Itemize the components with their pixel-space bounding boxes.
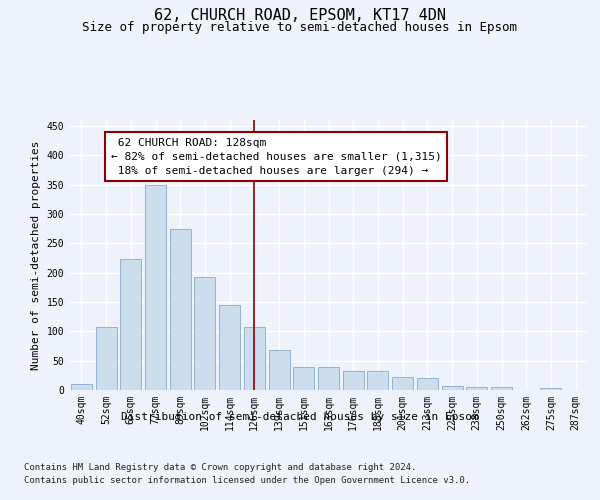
- Text: 62 CHURCH ROAD: 128sqm
← 82% of semi-detached houses are smaller (1,315)
 18% of: 62 CHURCH ROAD: 128sqm ← 82% of semi-det…: [111, 138, 442, 175]
- Bar: [244, 326, 265, 390]
- Bar: [541, 388, 562, 390]
- Bar: [491, 387, 512, 390]
- Bar: [466, 387, 487, 390]
- Bar: [343, 370, 364, 390]
- Text: 62, CHURCH ROAD, EPSOM, KT17 4DN: 62, CHURCH ROAD, EPSOM, KT17 4DN: [154, 8, 446, 22]
- Bar: [417, 378, 438, 390]
- Bar: [170, 229, 191, 390]
- Bar: [194, 278, 215, 390]
- Text: Size of property relative to semi-detached houses in Epsom: Size of property relative to semi-detach…: [83, 21, 517, 34]
- Bar: [71, 384, 92, 390]
- Y-axis label: Number of semi-detached properties: Number of semi-detached properties: [31, 140, 41, 370]
- Bar: [95, 327, 116, 390]
- Bar: [219, 305, 240, 390]
- Bar: [293, 366, 314, 390]
- Text: Contains HM Land Registry data © Crown copyright and database right 2024.: Contains HM Land Registry data © Crown c…: [24, 462, 416, 471]
- Text: Distribution of semi-detached houses by size in Epsom: Distribution of semi-detached houses by …: [121, 412, 479, 422]
- Bar: [318, 366, 339, 390]
- Bar: [269, 350, 290, 390]
- Bar: [120, 258, 141, 390]
- Bar: [392, 376, 413, 390]
- Bar: [145, 184, 166, 390]
- Text: Contains public sector information licensed under the Open Government Licence v3: Contains public sector information licen…: [24, 476, 470, 485]
- Bar: [367, 370, 388, 390]
- Bar: [442, 386, 463, 390]
